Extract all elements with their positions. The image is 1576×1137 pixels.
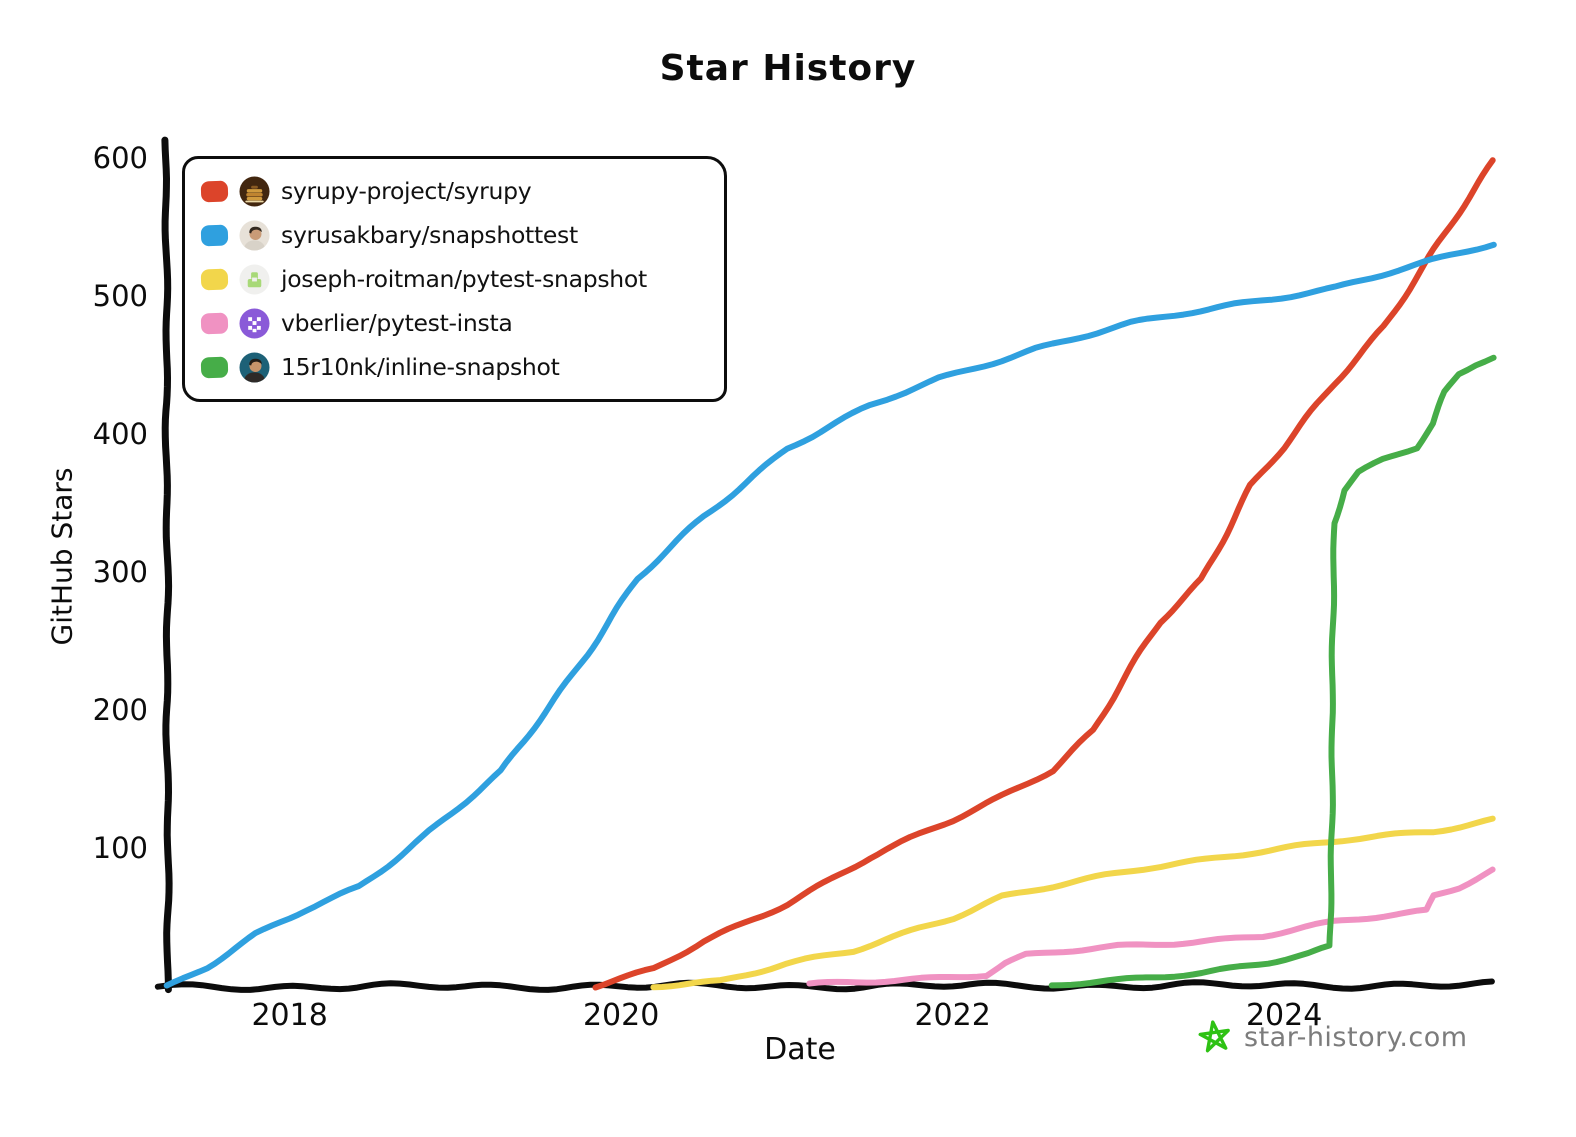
series-line-syrupy-project-syrupy [592,157,1496,991]
x-tick-2020: 2020 [582,998,660,1033]
avatar-pixel-purple [239,307,270,339]
legend-item[interactable]: syrupy-project/syrupy [200,171,724,211]
series-line-15r10nk-inline-snapshot [1048,354,1497,989]
legend-repo-label: vberlier/pytest-insta [281,309,513,337]
legend: syrupy-project/syrupy syrusakbary/snapsh… [182,156,727,402]
legend-item[interactable]: joseph-roitman/pytest-snapshot [200,259,724,299]
legend-color-swatch [200,224,229,246]
y-axis-line [161,136,173,994]
y-tick-100: 100 [92,831,148,865]
legend-item[interactable]: syrusakbary/snapshottest [200,215,724,255]
legend-color-swatch [200,268,229,290]
y-tick-500: 500 [92,279,148,313]
legend-repo-label: syrupy-project/syrupy [281,177,532,205]
series-line-syrusakbary-snapshottest [163,241,1497,989]
y-tick-600: 600 [92,141,148,175]
x-axis-line [154,978,1495,993]
y-tick-400: 400 [92,417,148,451]
x-tick-2024: 2024 [1245,998,1323,1033]
legend-repo-label: joseph-roitman/pytest-snapshot [281,265,647,293]
watermark-text[interactable]: star-history.com [1244,1021,1468,1053]
chart-title: Star History [659,48,917,89]
avatar-person-light [239,219,270,251]
x-tick-2022: 2022 [914,998,991,1033]
series-line-vberlier-pytest-insta [806,866,1496,987]
legend-repo-label: 15r10nk/inline-snapshot [281,353,560,381]
legend-color-swatch [200,356,229,378]
avatar-person-teal [239,351,270,383]
watermark[interactable]: star-history.com [1196,1018,1468,1056]
legend-item[interactable]: 15r10nk/inline-snapshot [200,347,724,387]
y-tick-200: 200 [92,693,148,727]
avatar-pancakes [239,175,270,207]
series-line-joseph-roitman-pytest-snapshot [650,815,1496,991]
x-axis-label: Date [764,1032,836,1067]
legend-color-swatch [200,180,229,202]
avatar-tray-green [239,263,270,295]
legend-item[interactable]: vberlier/pytest-insta [200,303,724,343]
y-tick-300: 300 [92,555,148,589]
legend-color-swatch [200,312,229,334]
legend-repo-label: syrusakbary/snapshottest [281,221,578,249]
star-history-logo-icon [1198,1020,1230,1053]
x-tick-2018: 2018 [251,998,328,1033]
